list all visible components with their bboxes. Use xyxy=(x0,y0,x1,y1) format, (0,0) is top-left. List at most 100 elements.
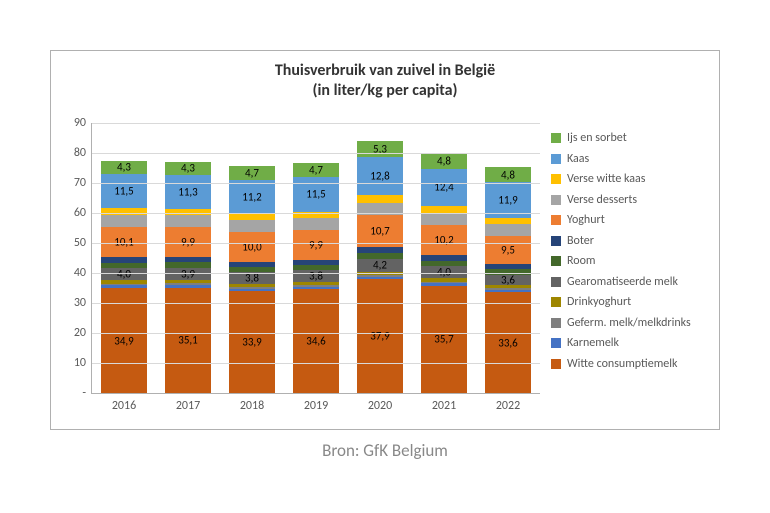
bar-segment-label: 33,6 xyxy=(498,336,517,349)
legend-item-kaas: Kaas xyxy=(551,152,711,166)
xtick-label: 2019 xyxy=(304,399,328,413)
gridline xyxy=(92,123,540,124)
legend-label: Witte consumptiemelk xyxy=(567,357,677,371)
bar-segment-kaas: 11,5 xyxy=(101,174,147,209)
bar-segment-ijs_en_sorbet: 4,7 xyxy=(293,163,339,177)
legend-swatch xyxy=(551,277,561,287)
bar-segment-karnemelk xyxy=(293,287,339,290)
bar-segment-verse_witte_kaas xyxy=(485,218,531,225)
bar-segment-label: 35,7 xyxy=(434,333,453,346)
legend-label: Boter xyxy=(567,234,594,248)
bar-segment-karnemelk xyxy=(229,289,275,292)
ytick-label: 20 xyxy=(74,326,86,340)
gridline xyxy=(92,183,540,184)
xtick-label: 2017 xyxy=(176,399,200,413)
legend-item-verse_desserts: Verse desserts xyxy=(551,193,711,207)
bar-segment-label: 4,0 xyxy=(117,268,131,281)
bar-segment-verse_desserts xyxy=(293,218,339,230)
bar-segment-karnemelk xyxy=(421,283,467,286)
legend-label: Kaas xyxy=(567,152,589,166)
bar-segment-label: 4,8 xyxy=(501,168,515,181)
bar-2018: 33,93,810,011,24,7 xyxy=(229,166,275,393)
ytick-label: 80 xyxy=(74,146,86,160)
bar-segment-boter xyxy=(165,257,211,262)
bar-segment-geferm_melk xyxy=(485,288,531,290)
bar-segment-witte_consumptiemelk: 35,7 xyxy=(421,286,467,393)
bar-segment-karnemelk xyxy=(485,290,531,292)
bar-segment-boter xyxy=(229,262,275,267)
ytick-label: 50 xyxy=(74,236,86,250)
bar-segment-verse_desserts xyxy=(485,224,531,235)
gridline xyxy=(92,333,540,334)
ytick-label: - xyxy=(82,386,86,400)
bar-segment-witte_consumptiemelk: 34,6 xyxy=(293,289,339,393)
bar-segment-karnemelk xyxy=(357,277,403,280)
bar-segment-label: 4,3 xyxy=(117,161,131,174)
legend-label: Ijs en sorbet xyxy=(567,131,627,145)
chart-title-line1: Thuisverbruik van zuivel in België xyxy=(275,61,495,80)
legend-label: Drinkyoghurt xyxy=(567,295,631,309)
legend-swatch xyxy=(551,236,561,246)
bar-segment-gearomatiseerde_melk: 3,8 xyxy=(229,272,275,283)
bar-segment-witte_consumptiemelk: 34,9 xyxy=(101,288,147,393)
bar-segment-verse_desserts xyxy=(165,215,211,227)
bar-segment-label: 12,8 xyxy=(370,170,389,183)
bar-segment-label: 9,5 xyxy=(501,243,515,256)
chart-title: Thuisverbruik van zuivel in België (in l… xyxy=(51,61,719,101)
legend-swatch xyxy=(551,359,561,369)
legend-item-drinkyoghurt: Drinkyoghurt xyxy=(551,295,711,309)
bars-layer: 34,94,010,111,54,335,13,99,911,34,333,93… xyxy=(92,123,540,393)
bar-segment-geferm_melk xyxy=(229,287,275,289)
legend: Ijs en sorbet Kaas Verse witte kaas Verse d… xyxy=(551,131,711,377)
source-caption: Bron: GfK Belgium xyxy=(0,440,770,461)
bar-segment-boter xyxy=(421,255,467,260)
legend-swatch xyxy=(551,133,561,143)
legend-item-boter: Boter xyxy=(551,234,711,248)
legend-item-ijs_en_sorbet: Ijs en sorbet xyxy=(551,131,711,145)
ytick-label: 90 xyxy=(74,116,86,130)
ytick-label: 70 xyxy=(74,176,86,190)
bar-segment-label: 4,8 xyxy=(437,155,451,168)
legend-item-yoghurt: Yoghurt xyxy=(551,213,711,227)
bar-segment-yoghurt: 9,5 xyxy=(485,236,531,265)
bar-segment-boter xyxy=(357,247,403,253)
ytick-label: 30 xyxy=(74,296,86,310)
bar-segment-boter xyxy=(293,260,339,265)
bar-segment-label: 10,7 xyxy=(370,225,389,238)
bar-segment-witte_consumptiemelk: 37,9 xyxy=(357,279,403,393)
legend-swatch xyxy=(551,215,561,225)
legend-swatch xyxy=(551,318,561,328)
bar-segment-kaas: 11,3 xyxy=(165,175,211,209)
legend-item-witte_consumptiemelk: Witte consumptiemelk xyxy=(551,357,711,371)
bar-segment-geferm_melk xyxy=(293,285,339,287)
bar-segment-label: 33,9 xyxy=(242,336,261,349)
legend-item-geferm_melk: Geferm. melk/melkdrinks xyxy=(551,316,711,330)
bar-2019: 34,63,89,911,54,7 xyxy=(293,163,339,393)
legend-swatch xyxy=(551,174,561,184)
bar-segment-ijs_en_sorbet: 4,8 xyxy=(485,167,531,181)
bar-segment-ijs_en_sorbet: 4,3 xyxy=(165,162,211,175)
bar-segment-label: 37,9 xyxy=(370,330,389,343)
legend-item-karnemelk: Karnemelk xyxy=(551,336,711,350)
gridline xyxy=(92,303,540,304)
gridline xyxy=(92,273,540,274)
legend-swatch xyxy=(551,154,561,164)
xtick-label: 2018 xyxy=(240,399,264,413)
bar-segment-label: 34,6 xyxy=(306,335,325,348)
bar-segment-label: 11,2 xyxy=(242,190,261,203)
bar-segment-label: 4,7 xyxy=(309,163,323,176)
bar-segment-ijs_en_sorbet: 4,8 xyxy=(421,154,467,168)
bar-segment-room xyxy=(229,267,275,273)
bar-segment-label: 34,9 xyxy=(114,334,133,347)
bar-segment-kaas: 11,2 xyxy=(229,180,275,214)
bar-segment-ijs_en_sorbet: 5,3 xyxy=(357,141,403,157)
legend-item-verse_witte_kaas: Verse witte kaas xyxy=(551,172,711,186)
bar-segment-witte_consumptiemelk: 33,6 xyxy=(485,292,531,393)
bar-segment-verse_desserts xyxy=(421,213,467,225)
bar-segment-label: 9,9 xyxy=(309,238,323,251)
legend-label: Gearomatiseerde melk xyxy=(567,275,678,289)
legend-item-gearomatiseerde_melk: Gearomatiseerde melk xyxy=(551,275,711,289)
bar-segment-verse_witte_kaas xyxy=(357,195,403,202)
bar-2016: 34,94,010,111,54,3 xyxy=(101,161,147,393)
bar-segment-gearomatiseerde_melk: 4,2 xyxy=(357,259,403,272)
